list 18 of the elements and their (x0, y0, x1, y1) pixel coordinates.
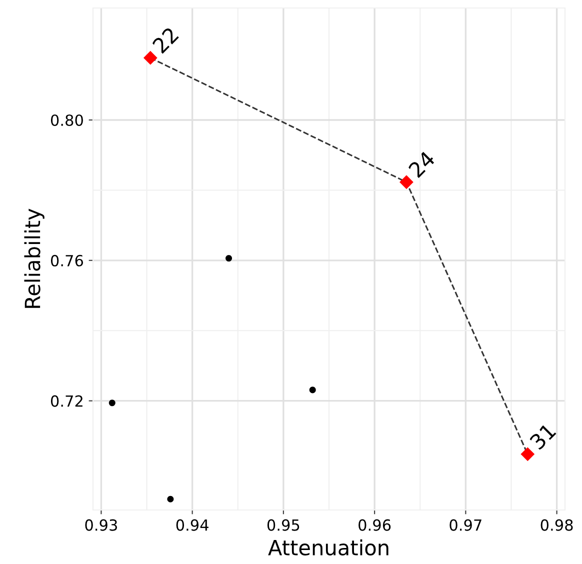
x-tick-label: 0.96 (358, 519, 391, 531)
x-tick-label: 0.98 (540, 519, 573, 531)
x-tick-label: 0.93 (85, 519, 117, 531)
point (167, 496, 174, 502)
y-tick-label: 0.76 (50, 254, 84, 266)
annotation: 31 (529, 422, 556, 450)
point (309, 386, 316, 394)
y-tick-label: 0.80 (50, 114, 83, 126)
x-axis-title: Attenuation (268, 539, 388, 556)
annotation: 24 (408, 150, 436, 178)
y-tick-label: 0.72 (50, 395, 82, 407)
y-axis-title: Reliability (24, 208, 44, 308)
x-tick-label: 0.94 (176, 519, 208, 531)
x-tick-label: 0.97 (450, 519, 482, 531)
annotation: 22 (152, 26, 179, 54)
point (108, 400, 116, 406)
x-tick-label: 0.95 (267, 519, 300, 531)
point (226, 255, 232, 262)
